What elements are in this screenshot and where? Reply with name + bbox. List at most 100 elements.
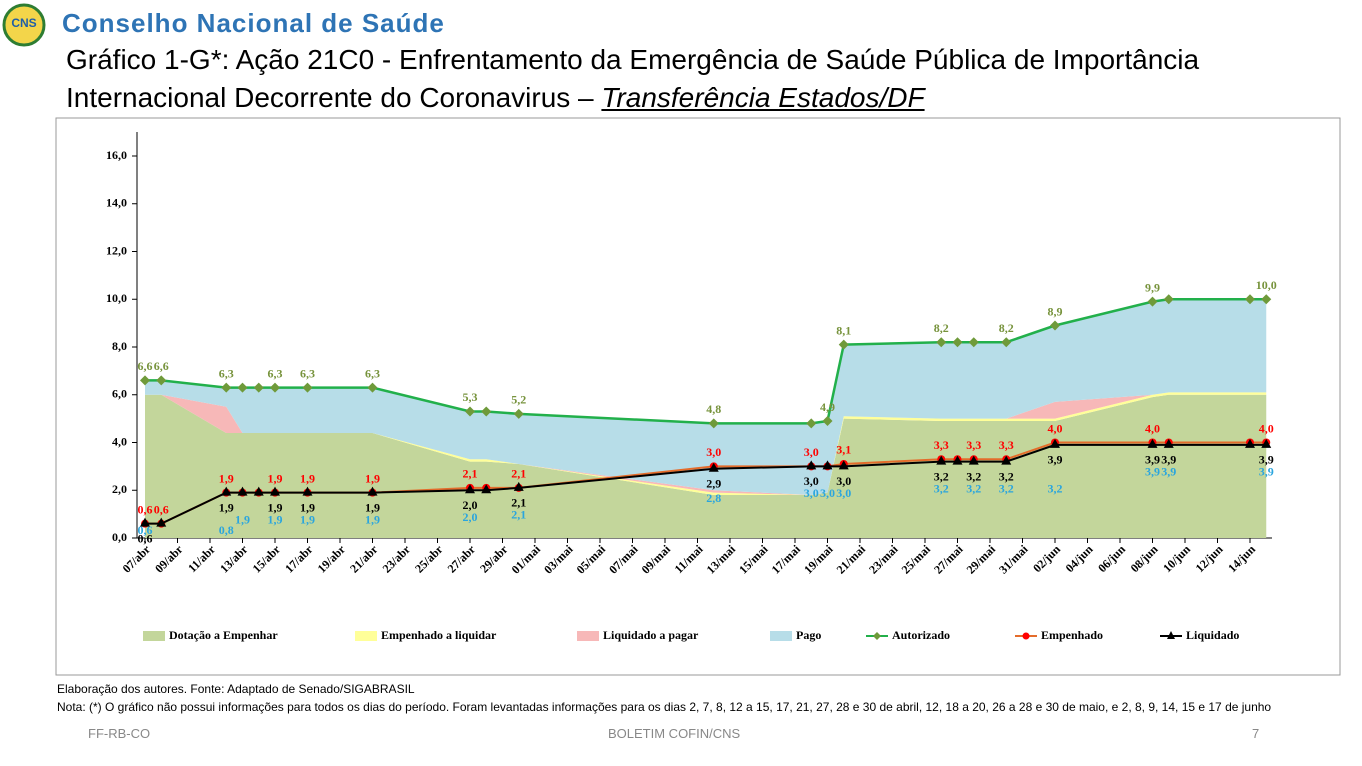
data-label: 3,9 (1161, 465, 1176, 479)
data-label: 2,0 (463, 510, 478, 524)
source: Elaboração dos autores. Fonte: Adaptado … (57, 682, 415, 696)
data-label: 0,8 (219, 523, 234, 537)
marker (936, 455, 947, 465)
marker (1163, 294, 1174, 305)
data-label: 8,2 (999, 321, 1014, 335)
marker (237, 382, 248, 393)
marker (1261, 294, 1272, 305)
data-label: 3,0 (836, 474, 851, 488)
data-label: 1,9 (268, 500, 283, 514)
data-label: 1,9 (300, 471, 315, 485)
marker (708, 462, 719, 472)
marker (465, 484, 475, 494)
data-label: 2,1 (511, 508, 526, 522)
data-label: 6,6 (138, 359, 153, 373)
marker (367, 382, 378, 393)
data-label: 2,1 (511, 496, 526, 510)
marker (806, 460, 817, 470)
data-label: 3,9 (1259, 465, 1274, 479)
marker (221, 382, 232, 393)
data-label: 5,2 (511, 393, 526, 407)
data-label: 0,6 (138, 502, 153, 516)
data-label: 2,9 (706, 477, 721, 491)
y-tick-label: 16,0 (106, 148, 127, 162)
data-label: 1,9 (219, 471, 234, 485)
marker (156, 517, 167, 527)
data-label: 3,2 (966, 481, 981, 495)
legend-marker (1022, 632, 1030, 640)
marker (1001, 455, 1012, 465)
legend-swatch (143, 631, 165, 641)
marker (481, 484, 492, 494)
data-label: 3,0 (804, 445, 819, 459)
y-tick-label: 4,0 (112, 434, 127, 448)
subtitle: Transferência Estados/DF (601, 82, 925, 113)
marker (1245, 294, 1255, 305)
marker (968, 337, 979, 348)
org-name: Conselho Nacional de Saúde (62, 8, 445, 38)
data-label: 0,6 (138, 531, 153, 545)
title-line-2: Internacional Decorrente do Coronavirus … (66, 82, 925, 114)
data-label: 0,6 (138, 523, 153, 537)
marker (140, 375, 150, 386)
area (145, 394, 1267, 538)
page-number: 7 (1252, 726, 1260, 741)
data-label: 6,3 (219, 366, 234, 380)
data-label: 6,3 (365, 366, 380, 380)
data-label: 1,9 (300, 512, 315, 526)
marker (140, 517, 150, 527)
data-label: 1,9 (365, 471, 380, 485)
footer-center: BOLETIM COFIN/CNS (608, 726, 741, 741)
data-label: 3,2 (966, 469, 981, 483)
y-tick-label: 12,0 (106, 243, 127, 257)
data-label: 4,9 (820, 400, 835, 414)
logo (2, 3, 46, 47)
marker (1261, 438, 1272, 448)
data-label: 3,9 (1161, 453, 1176, 467)
legend-label: Liquidado (1186, 628, 1239, 642)
data-label: 6,3 (268, 366, 283, 380)
y-tick-label: 2,0 (112, 482, 127, 496)
legend-swatch (577, 631, 599, 641)
marker (1050, 438, 1060, 448)
legend-swatch (355, 631, 377, 641)
area (145, 299, 1267, 496)
marker (1050, 320, 1060, 331)
data-label: 3,0 (706, 445, 721, 459)
data-label: 3,2 (999, 481, 1014, 495)
data-label: 6,3 (300, 366, 315, 380)
marker (156, 375, 167, 386)
data-label: 2,0 (463, 498, 478, 512)
y-tick-label: 6,0 (112, 387, 127, 401)
marker (367, 486, 378, 496)
title-line: Gráfico 1-G*: Ação 21C0 - Enfrentamento … (66, 44, 1200, 75)
data-label: 6,6 (154, 359, 169, 373)
marker (302, 382, 313, 393)
data-label: 3,2 (934, 481, 949, 495)
data-label: 1,9 (219, 500, 234, 514)
data-label: 0,6 (154, 502, 169, 516)
marker (968, 455, 979, 465)
data-label: 8,1 (836, 323, 851, 337)
marker (1147, 296, 1158, 307)
data-label: 3,1 (836, 443, 851, 457)
data-label: 4,0 (1048, 421, 1063, 435)
legend-label: Autorizado (892, 628, 950, 642)
data-label: 1,9 (365, 512, 380, 526)
data-label: 3,0 (820, 486, 835, 500)
data-label: 3,2 (1048, 481, 1063, 495)
marker (302, 486, 313, 496)
marker (822, 416, 833, 427)
marker (1147, 438, 1158, 448)
legend-label: Pago (796, 628, 821, 642)
data-label: 3,0 (804, 486, 819, 500)
marker (253, 382, 264, 393)
data-label: 1,9 (268, 512, 283, 526)
data-label: 2,1 (463, 467, 478, 481)
data-label: 3,2 (934, 469, 949, 483)
data-label: 4,0 (1259, 421, 1274, 435)
marker (838, 460, 849, 470)
data-label: 3,9 (1259, 453, 1274, 467)
